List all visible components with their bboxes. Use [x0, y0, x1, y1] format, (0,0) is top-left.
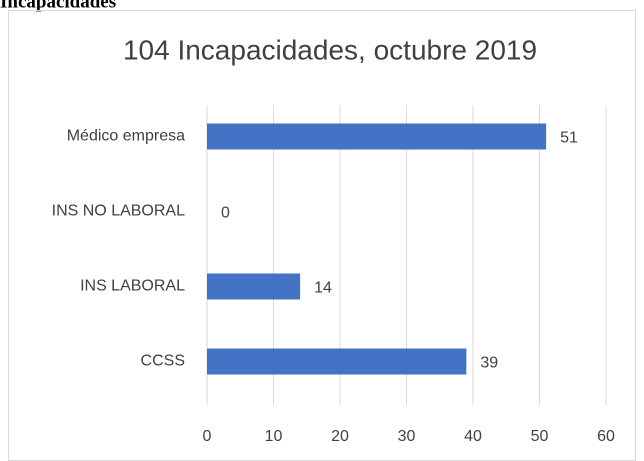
bar: [207, 273, 301, 300]
y-tick-label: Médico empresa: [67, 128, 185, 145]
x-tick-label: 30: [398, 428, 416, 445]
y-tick-label: INS NO LABORAL: [52, 203, 185, 220]
y-tick-label: CCSS: [141, 353, 185, 370]
data-label: 0: [221, 205, 230, 222]
x-tick-label: 60: [597, 428, 615, 445]
data-label: 14: [314, 280, 332, 297]
x-tick-label: 20: [331, 428, 349, 445]
page-heading: Incapacidades: [0, 0, 116, 12]
data-label: 39: [480, 355, 498, 372]
bar: [207, 348, 467, 375]
bar: [207, 123, 547, 150]
x-tick-label: 10: [265, 428, 283, 445]
x-tick-label: 0: [203, 428, 212, 445]
chart-border: [8, 10, 636, 461]
data-label: 51: [560, 130, 578, 147]
x-tick-label: 40: [464, 428, 482, 445]
chart-title: 104 Incapacidades, octubre 2019: [123, 34, 537, 65]
x-tick-label: 50: [531, 428, 549, 445]
y-tick-label: INS LABORAL: [80, 278, 185, 295]
